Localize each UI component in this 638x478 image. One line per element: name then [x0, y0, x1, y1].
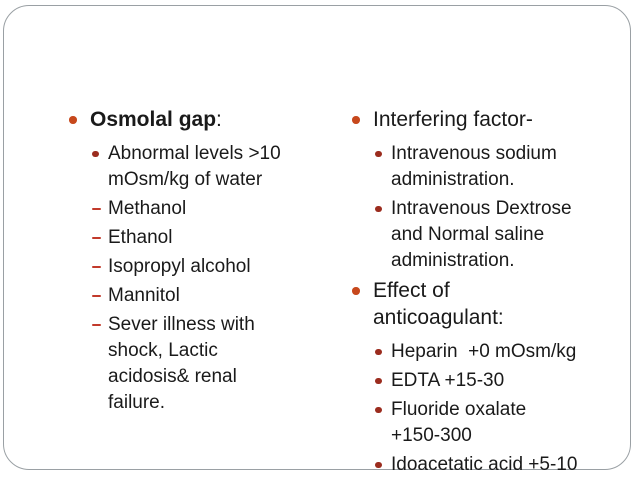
item-text: Idoacetatic acid +5-10 [391, 454, 578, 475]
item-text: Methanol [108, 198, 187, 219]
heading-text: Osmolal gap: [90, 106, 342, 133]
item-text: Ethanol [108, 227, 173, 248]
item-text: EDTA +15-30 [391, 370, 505, 391]
left-column: Osmolal gap: Abnormal levels >10 mOsm/kg… [62, 106, 342, 419]
item-text: Sever illness with shock, Lactic acidosi… [108, 314, 255, 413]
list-item: Mannitol [92, 283, 342, 309]
list-item: Isopropyl alcohol [92, 254, 342, 280]
right-column: Interfering factor- Intravenous sodium a… [345, 106, 637, 478]
list-item: Ethanol [92, 225, 342, 251]
item-text: Intravenous sodium administration. [391, 143, 557, 190]
heading-item-effect-of-anticoagulant: Effect of anticoagulant: [345, 277, 637, 331]
heading-text: Interfering factor- [373, 108, 533, 131]
list-item: Heparin +0 mOsm/kg [375, 339, 637, 365]
heading-item-osmolal-gap: Osmolal gap: [62, 106, 342, 133]
bullet-icon [375, 150, 382, 157]
list-item: Methanol [92, 196, 342, 222]
bullet-icon [352, 287, 360, 295]
dash-icon [92, 236, 101, 240]
heading-suffix-text: : [216, 108, 222, 131]
item-text: Isopropyl alcohol [108, 256, 251, 277]
slide-border [3, 5, 631, 470]
bullet-icon [375, 348, 382, 355]
list-item: EDTA +15-30 [375, 368, 637, 394]
bullet-icon [375, 377, 382, 384]
list-item: Sever illness with shock, Lactic acidosi… [92, 312, 342, 416]
list-item: Abnormal levels >10 mOsm/kg of water [92, 141, 342, 193]
item-text: Mannitol [108, 285, 180, 306]
bullet-icon [375, 461, 382, 468]
list-item: Fluoride oxalate +150-300 [375, 397, 637, 449]
heading-item-interfering-factor: Interfering factor- [345, 106, 637, 133]
item-text: Intravenous Dextrose and Normal saline a… [391, 198, 572, 271]
dash-icon [92, 265, 101, 269]
bullet-icon [69, 116, 77, 124]
list-item: Idoacetatic acid +5-10 [375, 452, 637, 478]
item-text: Fluoride oxalate +150-300 [391, 399, 527, 446]
bullet-icon [352, 116, 360, 124]
bullet-icon [92, 150, 99, 157]
dash-icon [92, 207, 101, 211]
heading-text: Effect of anticoagulant: [373, 279, 504, 329]
list-item: Intravenous sodium administration. [375, 141, 637, 193]
dash-icon [92, 323, 101, 327]
item-text: Heparin +0 mOsm/kg [391, 341, 577, 362]
item-text: Abnormal levels >10 mOsm/kg of water [108, 143, 281, 190]
heading-bold-text: Osmolal gap [90, 108, 217, 131]
list-item: Intravenous Dextrose and Normal saline a… [375, 196, 637, 274]
bullet-icon [375, 205, 382, 212]
dash-icon [92, 294, 101, 298]
bullet-icon [375, 406, 382, 413]
